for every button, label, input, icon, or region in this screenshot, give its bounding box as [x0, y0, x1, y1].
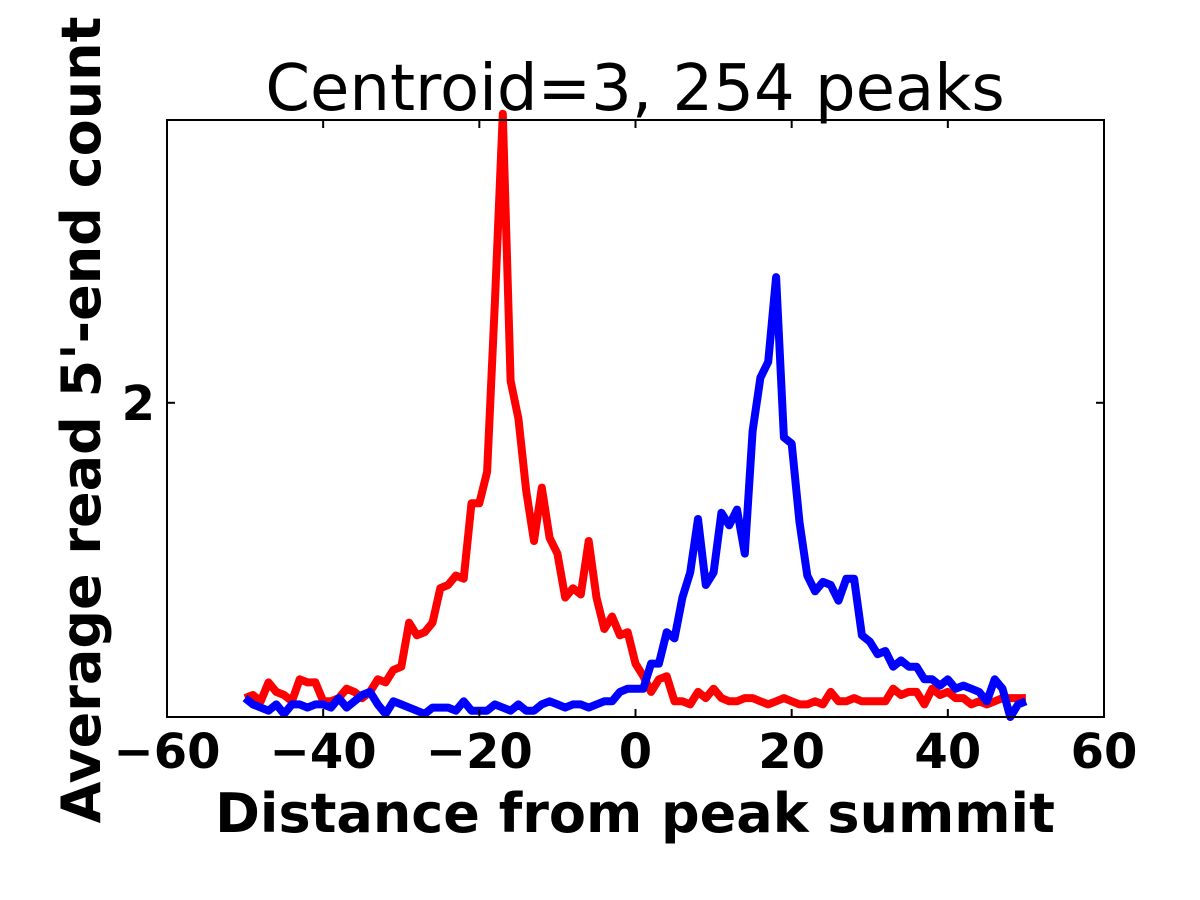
chart-title: Centroid=3, 254 peaks	[265, 52, 1004, 126]
x-tick-label: −60	[113, 724, 220, 780]
plot-frame	[166, 119, 1105, 718]
x-tick-label: 0	[619, 724, 652, 780]
x-tick-label: −20	[426, 724, 533, 780]
x-tick-label: 40	[914, 724, 981, 780]
y-tick-label: 2	[122, 376, 155, 432]
x-tick-label: 20	[758, 724, 825, 780]
x-tick-label: 60	[1071, 724, 1138, 780]
series-line-2	[242, 273, 1028, 721]
x-axis-label: Distance from peak summit	[215, 782, 1055, 845]
x-tick-label: −40	[270, 724, 377, 780]
y-axis-label: Average read 5'-end count	[50, 17, 113, 824]
series-line-1	[243, 109, 1026, 709]
